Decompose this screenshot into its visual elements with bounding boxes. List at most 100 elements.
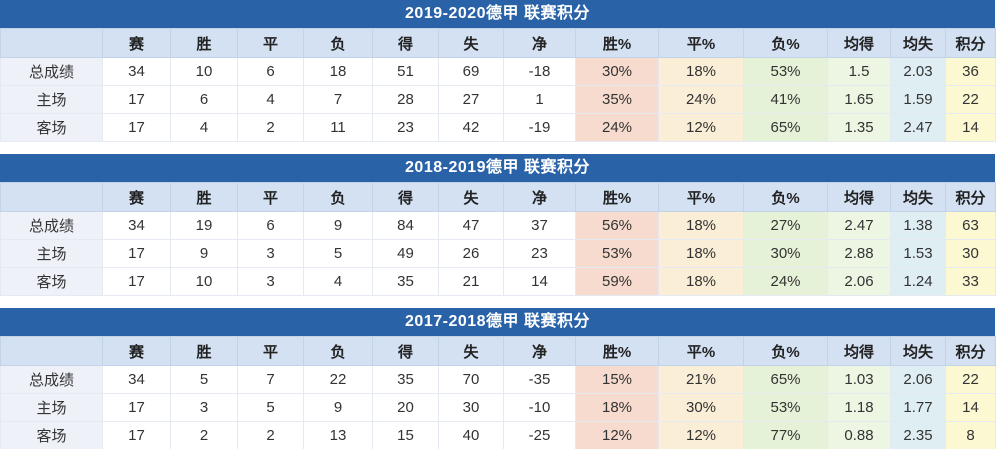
stat-cell: -35 [503, 365, 576, 394]
column-header: 均失 [890, 182, 946, 212]
stat-cell: -19 [503, 113, 576, 142]
row-label: 客场 [0, 113, 103, 142]
column-header: 负% [743, 28, 828, 58]
stat-cell: -25 [503, 421, 576, 449]
header-row: 赛胜平负得失净胜% 平% 负% 均得 均失 积分 [0, 28, 996, 58]
stat-cell: 1.03 [827, 365, 891, 394]
stat-cell: 63 [945, 211, 996, 240]
column-header: 胜% [575, 182, 659, 212]
row-label: 客场 [0, 421, 103, 449]
header-row: 赛胜平负得失净胜% 平% 负% 均得 均失 积分 [0, 182, 996, 212]
stat-cell: 9 [170, 239, 238, 268]
stat-cell: 77% [743, 421, 828, 449]
table-row: 主场 17 9 3 5 49 26 23 53% 18% 30% 2.88 1.53 30 [0, 239, 996, 268]
stat-cell: 28 [372, 85, 439, 114]
column-header: 失 [438, 182, 504, 212]
stat-cell: 1.35 [827, 113, 891, 142]
stat-cell: 17 [102, 113, 171, 142]
stat-cell: 2.35 [890, 421, 946, 449]
column-header: 赛 [102, 336, 171, 366]
stat-cell: 2 [237, 421, 304, 449]
stat-cell: 9 [303, 393, 373, 422]
stat-cell: 19 [170, 211, 238, 240]
stat-cell: 1.65 [827, 85, 891, 114]
stats-table: 赛胜平负得失净胜% 平% 负% 均得 均失 积分 总成绩 34 19 6 9 84 47 37 56% 18%… [0, 182, 996, 296]
stat-cell: 4 [170, 113, 238, 142]
stat-cell: 34 [102, 365, 171, 394]
stat-cell: 53% [743, 393, 828, 422]
column-header: 负% [743, 182, 828, 212]
column-header: 胜% [575, 28, 659, 58]
stat-cell: 35 [372, 365, 439, 394]
stat-cell: 21 [438, 267, 504, 296]
stat-cell: 8 [945, 421, 996, 449]
column-header: 胜 [170, 336, 238, 366]
stat-cell: 30 [438, 393, 504, 422]
column-header: 积分 [945, 28, 996, 58]
stat-cell: 41% [743, 85, 828, 114]
stat-cell: 30% [743, 239, 828, 268]
stat-cell: 2.06 [890, 365, 946, 394]
table-row: 客场 17 2 2 13 15 40 -25 12% 12% 77% 0.88 2.35 8 [0, 421, 996, 449]
season-table: 2018-2019德甲 联赛积分赛胜平负得失净胜% 平% 负% 均得 均失 积分 总成绩 34… [0, 154, 1002, 296]
stat-cell: 18% [575, 393, 659, 422]
column-header: 积分 [945, 182, 996, 212]
stat-cell: 5 [237, 393, 304, 422]
stat-cell: 35 [372, 267, 439, 296]
stat-cell: 18% [658, 239, 744, 268]
stat-cell: -18 [503, 57, 576, 86]
table-row: 总成绩 34 10 6 18 51 69 -18 30% 18% 53% 1.5 2.03 36 [0, 57, 996, 86]
column-header: 均失 [890, 28, 946, 58]
stat-cell: 22 [303, 365, 373, 394]
column-header: 胜% [575, 336, 659, 366]
column-header: 负 [303, 336, 373, 366]
row-label: 主场 [0, 239, 103, 268]
stat-cell: 42 [438, 113, 504, 142]
header-row: 赛胜平负得失净胜% 平% 负% 均得 均失 积分 [0, 336, 996, 366]
season-table: 2017-2018德甲 联赛积分赛胜平负得失净胜% 平% 负% 均得 均失 积分 总成绩 34… [0, 308, 1002, 449]
stat-cell: 17 [102, 421, 171, 449]
table-title: 2017-2018德甲 联赛积分 [0, 308, 995, 336]
stat-cell: 11 [303, 113, 373, 142]
stat-cell: 56% [575, 211, 659, 240]
column-header: 净 [503, 336, 576, 366]
stat-cell: 2 [237, 113, 304, 142]
stat-cell: 18% [658, 267, 744, 296]
column-header: 平 [237, 182, 304, 212]
stat-cell: 1.5 [827, 57, 891, 86]
corner-header [0, 336, 103, 366]
column-header: 均得 [827, 28, 891, 58]
stat-cell: 3 [237, 267, 304, 296]
stat-cell: 15 [372, 421, 439, 449]
stat-cell: 17 [102, 267, 171, 296]
column-header: 积分 [945, 336, 996, 366]
corner-header [0, 182, 103, 212]
column-header: 净 [503, 182, 576, 212]
stat-cell: 17 [102, 393, 171, 422]
stat-cell: 0.88 [827, 421, 891, 449]
stat-cell: 35% [575, 85, 659, 114]
row-label: 总成绩 [0, 57, 103, 86]
column-header: 失 [438, 336, 504, 366]
stat-cell: 21% [658, 365, 744, 394]
column-header: 均失 [890, 336, 946, 366]
stat-cell: 13 [303, 421, 373, 449]
stat-cell: 20 [372, 393, 439, 422]
stat-cell: 4 [237, 85, 304, 114]
stat-cell: 2.47 [890, 113, 946, 142]
stat-cell: 3 [170, 393, 238, 422]
stat-cell: 12% [658, 113, 744, 142]
stat-cell: 7 [303, 85, 373, 114]
stat-cell: 24% [658, 85, 744, 114]
stat-cell: 34 [102, 57, 171, 86]
stat-cell: 40 [438, 421, 504, 449]
stat-cell: 1.38 [890, 211, 946, 240]
column-header: 平% [658, 28, 744, 58]
stat-cell: 65% [743, 113, 828, 142]
stat-cell: 17 [102, 239, 171, 268]
stat-cell: 1.18 [827, 393, 891, 422]
stat-cell: 3 [237, 239, 304, 268]
column-header: 平% [658, 182, 744, 212]
column-header: 得 [372, 336, 439, 366]
